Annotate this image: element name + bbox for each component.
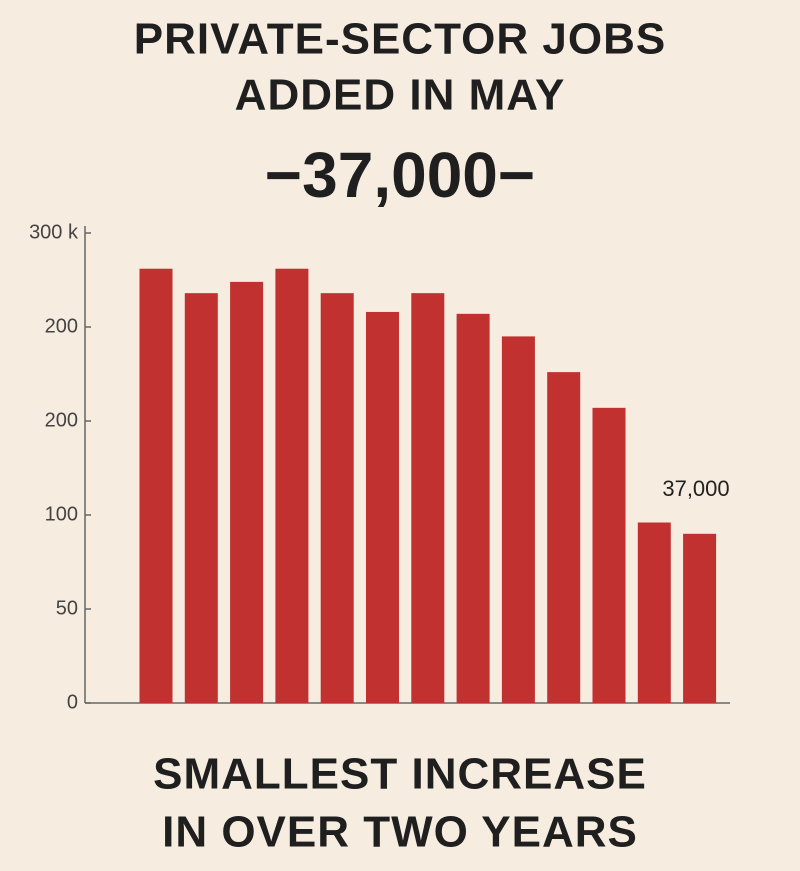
bar (320, 293, 354, 703)
annotation: 37,000 (662, 476, 729, 501)
bar (547, 372, 581, 703)
chart-title: PRIVATE-SECTOR JOBS (134, 15, 666, 64)
bar (184, 293, 218, 703)
chart-subtitle: −37,000− (265, 139, 536, 211)
y-tick-label: 200 (45, 315, 78, 337)
bar (592, 407, 626, 703)
y-tick-label: 300 k (29, 221, 79, 243)
bar (366, 311, 399, 703)
bar (456, 313, 490, 703)
chart-title: ADDED IN MAY (235, 71, 566, 120)
bar (230, 281, 264, 703)
y-tick-label: 100 (45, 503, 78, 525)
bar (275, 268, 309, 703)
y-tick-label: 50 (56, 597, 78, 619)
y-tick-label: 0 (67, 691, 78, 713)
y-tick-label: 200 (45, 409, 78, 431)
bar (501, 336, 535, 703)
footer-text: SMALLEST INCREASE (153, 750, 647, 799)
bar (683, 533, 717, 703)
footer-text: IN OVER TWO YEARS (162, 808, 638, 857)
bar (139, 268, 173, 703)
bar (411, 293, 445, 703)
bar (637, 522, 671, 703)
